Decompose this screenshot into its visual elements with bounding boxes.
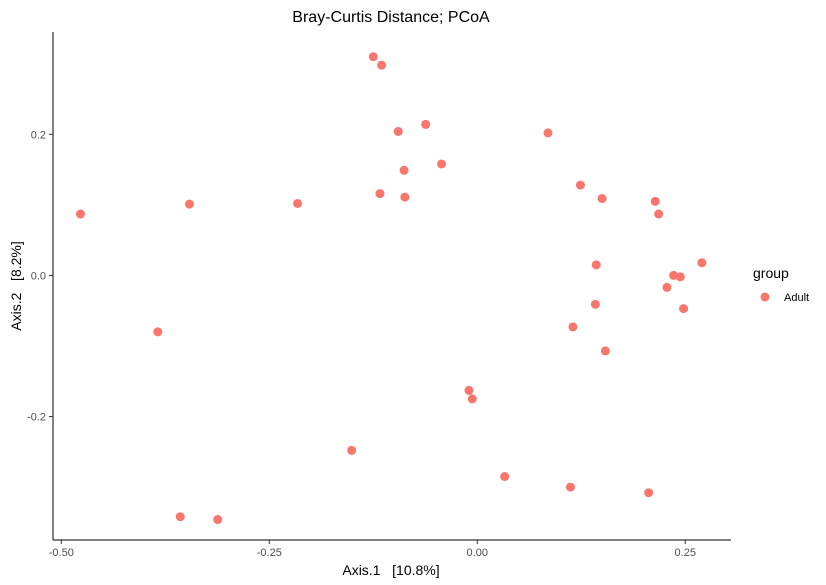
data-point <box>175 512 185 522</box>
data-point <box>375 189 385 199</box>
data-point <box>399 165 409 175</box>
data-point <box>464 385 474 395</box>
data-point <box>697 258 707 268</box>
legend-label-adult: Adult <box>784 292 809 304</box>
data-point <box>597 194 607 204</box>
legend: group Adult <box>753 265 809 304</box>
data-point <box>467 394 477 404</box>
data-point <box>575 180 585 190</box>
legend-key-adult <box>760 292 770 302</box>
data-point <box>590 299 600 309</box>
data-point <box>679 304 689 314</box>
chart-title: Bray-Curtis Distance; PCoA <box>292 9 490 26</box>
data-point <box>184 199 194 209</box>
data-point <box>393 126 403 136</box>
data-point <box>500 472 510 481</box>
data-point <box>293 198 303 208</box>
x-ticks: -0.50 -0.25 0.00 0.25 <box>49 540 696 559</box>
x-axis-label: Axis.1 [10.8%] <box>342 562 439 578</box>
data-point <box>568 322 578 332</box>
data-point <box>654 209 664 219</box>
data-point <box>377 60 387 70</box>
y-tick-label: 0.0 <box>31 270 46 282</box>
data-point <box>421 119 431 129</box>
x-tick-label: 0.25 <box>675 547 696 559</box>
data-point <box>662 282 672 292</box>
data-point <box>75 209 85 219</box>
data-point <box>368 52 378 62</box>
data-point <box>213 515 223 525</box>
y-tick-label: -0.2 <box>27 412 46 424</box>
data-point <box>400 192 410 202</box>
x-tick-label: -0.50 <box>49 547 74 559</box>
data-points <box>75 52 707 525</box>
y-ticks: -0.2 0.0 0.2 <box>27 129 53 424</box>
data-point <box>153 327 163 337</box>
legend-title: group <box>753 265 789 281</box>
plot-area: -0.50 -0.25 0.00 0.25 -0.2 0.0 0.2 <box>27 32 731 559</box>
data-point <box>591 260 601 270</box>
y-axis-label: Axis.2 [8.2%] <box>8 241 24 330</box>
data-point <box>436 159 446 169</box>
data-point <box>644 488 654 498</box>
x-tick-label: -0.25 <box>257 547 282 559</box>
data-point <box>565 482 575 492</box>
data-point <box>543 128 553 138</box>
data-point <box>347 445 357 455</box>
y-tick-label: 0.2 <box>31 129 46 141</box>
data-point <box>675 272 685 282</box>
x-tick-label: 0.00 <box>467 547 488 559</box>
data-point <box>650 196 660 206</box>
data-point <box>600 346 610 356</box>
